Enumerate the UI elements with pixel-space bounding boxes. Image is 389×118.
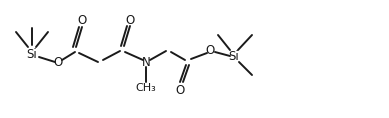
Text: Si: Si bbox=[229, 51, 239, 63]
Text: O: O bbox=[175, 84, 185, 97]
Text: CH₃: CH₃ bbox=[136, 83, 156, 93]
Text: O: O bbox=[53, 55, 63, 69]
Text: O: O bbox=[77, 13, 87, 27]
Text: N: N bbox=[142, 55, 151, 69]
Text: Si: Si bbox=[26, 48, 37, 61]
Text: O: O bbox=[205, 44, 215, 57]
Text: O: O bbox=[125, 13, 135, 27]
